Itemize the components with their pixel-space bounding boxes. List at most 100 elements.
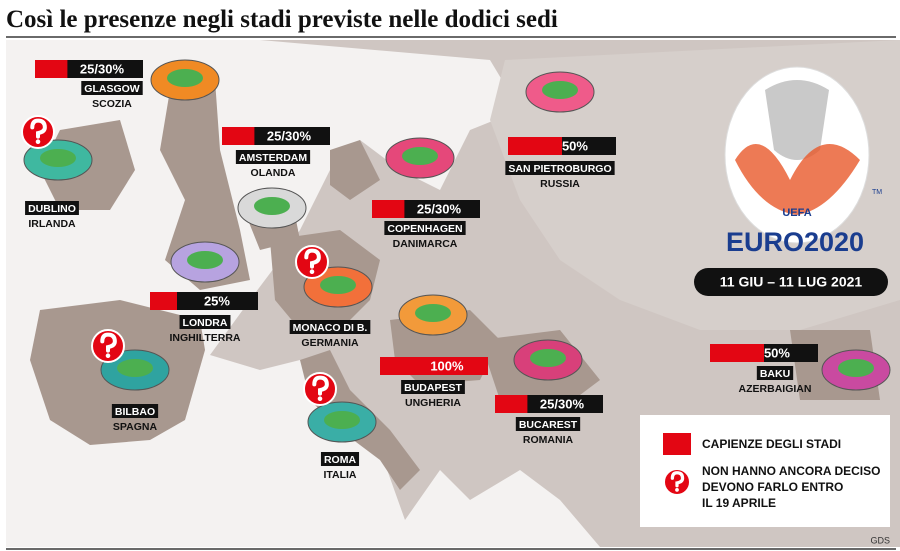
capacity-bar [380, 357, 488, 375]
country-label: ITALIA [323, 469, 356, 481]
city-label: SAN PIETROBURGO [508, 163, 611, 175]
city-label: COPENHAGEN [387, 223, 462, 235]
city-label: BUDAPEST [404, 382, 462, 394]
city-label-bg [756, 366, 794, 380]
capacity-label: 25/30% [80, 61, 125, 76]
capacity-label: 25/30% [417, 201, 462, 216]
capacity-label: 25/30% [267, 128, 312, 143]
capacity-bar [150, 292, 177, 310]
question-dot [35, 139, 41, 144]
capacity-label: 25% [204, 293, 230, 308]
logo-uefa: UEFA [782, 207, 811, 219]
city-label: MONACO DI B. [293, 322, 368, 334]
land-denmark [330, 140, 380, 200]
city-label: AMSTERDAM [239, 152, 307, 164]
country-label: AZERBAIGIAN [739, 383, 812, 395]
venue: 25/30% BUCAREST ROMANIA [495, 339, 603, 446]
question-glyph [670, 471, 685, 488]
venue: 25/30% COPENHAGEN DANIMARCA [372, 137, 480, 250]
logo-fans [735, 144, 860, 215]
stadium-pitch [187, 251, 223, 269]
stadium-pitch [167, 69, 203, 87]
question-dot [317, 396, 323, 402]
dates-pill [694, 268, 888, 296]
logo-brand: EURO2020 [726, 227, 864, 257]
city-label-bg [111, 404, 159, 418]
question-dot [309, 269, 315, 275]
venue: 100% BUDAPEST UNGHERIA [380, 294, 488, 409]
country-label: INGHILTERRA [170, 332, 241, 344]
venue: 50% SAN PIETROBURGO RUSSIA [505, 71, 616, 190]
capacity-label: 100% [430, 358, 464, 373]
country-label: SPAGNA [113, 421, 158, 433]
capacity-bar [35, 60, 68, 78]
city-label: BILBAO [115, 406, 155, 418]
question-glyph [312, 375, 329, 396]
city-label-bg [505, 161, 615, 175]
country-label: IRLANDA [28, 218, 76, 230]
legend-question-icon [663, 468, 691, 496]
stadium-pitch [402, 147, 438, 165]
country-label: OLANDA [251, 167, 296, 179]
stadium-pitch [40, 149, 76, 167]
venue: BILBAO SPAGNA [91, 329, 170, 433]
city-label-bg [81, 81, 143, 95]
country-label: UNGHERIA [405, 397, 461, 409]
country-label: GERMANIA [301, 337, 359, 349]
capacity-bar [495, 395, 528, 413]
capacity-label: 50% [562, 138, 588, 153]
legend-undecided-line: IL 19 APRILE [702, 496, 776, 510]
city-label-bg [235, 150, 311, 164]
stadium-pitch [542, 81, 578, 99]
stadium-pitch [415, 304, 451, 322]
city-label: BAKU [760, 368, 790, 380]
source: GDS [870, 535, 890, 545]
stadium-pitch [320, 276, 356, 294]
city-label: ROMA [324, 454, 356, 466]
legend-capacity: CAPIENZE DEGLI STADI [702, 437, 841, 451]
city-label-bg [320, 452, 360, 466]
question-glyph [304, 248, 321, 269]
venue: 25/30% GLASGOW SCOZIA [35, 59, 220, 110]
question-dot [675, 488, 679, 492]
question-glyph [30, 118, 47, 139]
capacity-label: 25/30% [540, 396, 585, 411]
capacity-bar [372, 200, 405, 218]
logo-tm: TM [872, 189, 882, 196]
city-label-bg [401, 380, 465, 394]
venue: 25% LONDRA INGHILTERRA [150, 241, 258, 344]
venue: MONACO DI B. GERMANIA [289, 245, 373, 349]
city-label-bg [515, 417, 581, 431]
city-label-bg [179, 315, 231, 329]
stadium-pitch [324, 411, 360, 429]
capacity-label: 50% [764, 345, 790, 360]
venue: ROMA ITALIA [303, 372, 377, 481]
logo-trophy [765, 80, 829, 160]
question-glyph [100, 332, 117, 353]
legend-undecided-line: NON HANNO ANCORA DECISO [702, 464, 880, 478]
city-label: DUBLINO [28, 203, 76, 215]
country-label: DANIMARCA [393, 238, 458, 250]
dates: 11 GIU – 11 LUG 2021 [720, 274, 863, 290]
title: Così le presenze negli stadi previste ne… [6, 6, 558, 33]
legend-swatch [663, 433, 691, 455]
capacity-bar [508, 137, 562, 155]
capacity-bar [710, 344, 764, 362]
land-britain [160, 80, 250, 290]
capacity-bar [222, 127, 255, 145]
country-label: SCOZIA [92, 98, 132, 110]
stadium-pitch [254, 197, 290, 215]
city-label: LONDRA [183, 317, 228, 329]
city-label: GLASGOW [84, 83, 140, 95]
city-label: BUCAREST [519, 419, 578, 431]
venue: DUBLINO IRLANDA [21, 115, 93, 230]
stadium-pitch [838, 359, 874, 377]
legend-undecided-line: DEVONO FARLO ENTRO [702, 480, 843, 494]
country-label: ROMANIA [523, 434, 574, 446]
stadium-pitch [530, 349, 566, 367]
stadium-pitch [117, 359, 153, 377]
country-label: RUSSIA [540, 178, 580, 190]
city-label-bg [384, 221, 466, 235]
